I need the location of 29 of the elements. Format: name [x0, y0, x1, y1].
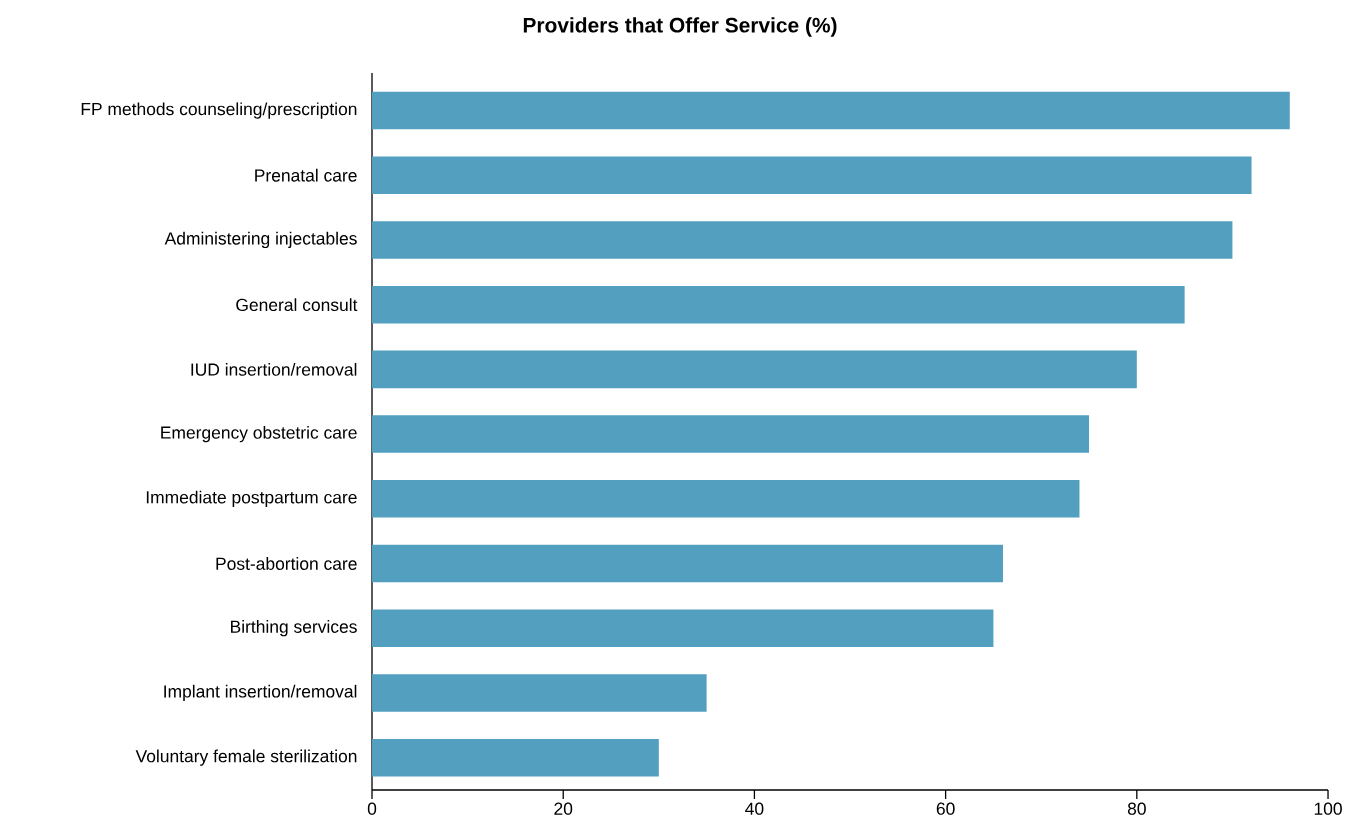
x-tick-label: 0: [367, 802, 377, 815]
x-tick-label: 80: [1127, 802, 1146, 815]
x-tick-label: 60: [936, 802, 955, 815]
bar: [372, 415, 1090, 453]
y-tick-label: Post-abortion care: [216, 557, 357, 570]
y-tick-label: Administering injectables: [164, 231, 357, 249]
bar: [372, 91, 1290, 130]
y-tick-label: Immediate postpartum care: [146, 490, 357, 507]
chart-title: Providers that Offer Service (%): [523, 17, 837, 37]
bar: [372, 609, 994, 647]
y-tick-label: Birthing services: [231, 620, 357, 637]
y-tick-label: Emergency obstetric care: [161, 425, 357, 443]
y-tick-label: Implant insertion/removal: [164, 684, 357, 702]
x-tick-label: 40: [745, 802, 764, 815]
y-tick-label: Prenatal care: [255, 168, 357, 182]
bar: [372, 738, 659, 777]
bar: [372, 285, 1185, 324]
y-tick-label: General consult: [236, 298, 358, 312]
x-tick-label: 20: [554, 802, 573, 815]
bar: [372, 156, 1252, 194]
bar: [372, 480, 1080, 518]
bar: [372, 544, 1003, 583]
y-tick-label: FP methods counseling/prescription: [81, 102, 357, 119]
x-tick-label: 100: [1314, 802, 1342, 815]
bar: [372, 674, 707, 712]
y-tick-label: Voluntary female sterilization: [135, 749, 357, 766]
bar: [372, 350, 1137, 389]
bar: [372, 221, 1233, 259]
y-tick-label: IUD insertion/removal: [191, 362, 357, 376]
